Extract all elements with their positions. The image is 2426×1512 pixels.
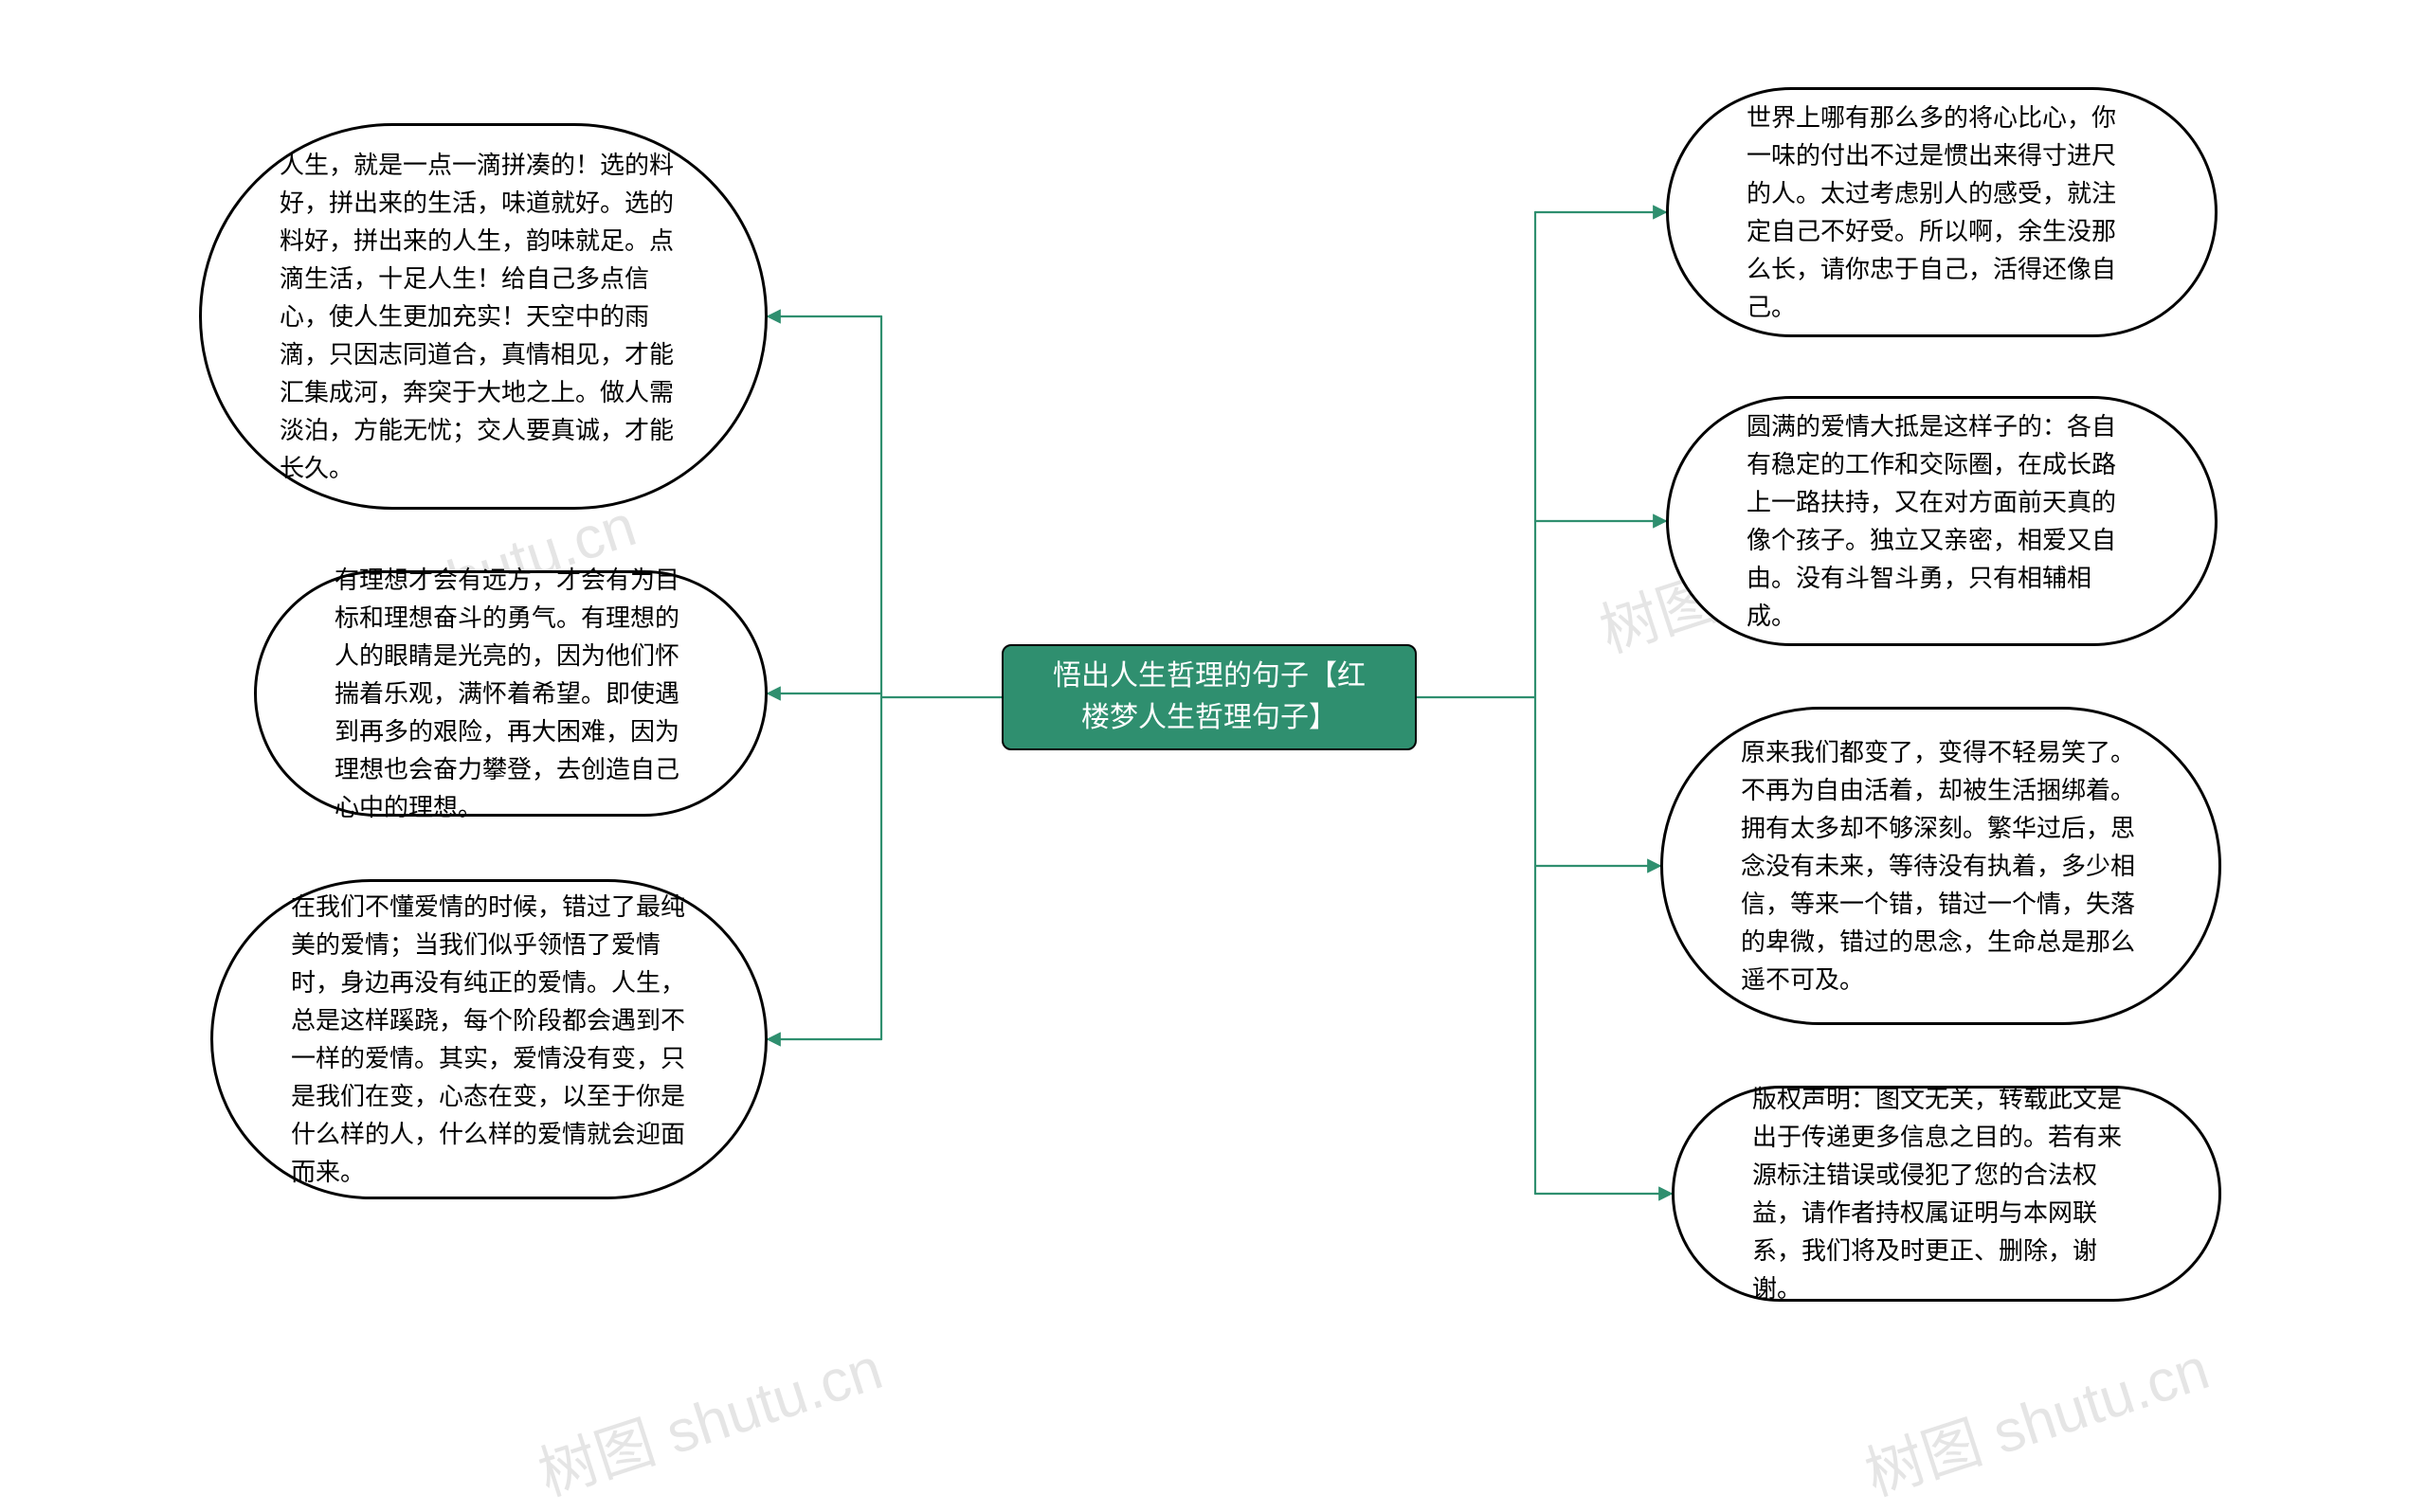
watermark: 树图 shutu.cn [1853, 1321, 2218, 1512]
leaf-text: 在我们不懂爱情的时候，错过了最纯美的爱情；当我们似乎领悟了爱情时，身边再没有纯正… [291, 888, 687, 1191]
leaf-node: 版权声明：图文无关，转载此文是出于传递更多信息之目的。若有来源标注错误或侵犯了您… [1672, 1086, 2221, 1302]
leaf-node: 人生，就是一点一滴拼凑的！选的料好，拼出来的生活，味道就好。选的料好，拼出来的人… [199, 123, 768, 510]
watermark: 树图 shutu.cn [526, 1321, 891, 1512]
leaf-text: 人生，就是一点一滴拼凑的！选的料好，拼出来的生活，味道就好。选的料好，拼出来的人… [280, 146, 687, 487]
leaf-text: 世界上哪有那么多的将心比心，你一味的付出不过是惯出来得寸进尺的人。太过考虑别人的… [1747, 99, 2137, 326]
leaf-node: 原来我们都变了，变得不轻易笑了。不再为自由活着，却被生活捆绑着。拥有太多却不够深… [1660, 707, 2221, 1025]
leaf-text: 有理想才会有远方，才会有为目标和理想奋斗的勇气。有理想的人的眼睛是光亮的，因为他… [335, 561, 687, 826]
leaf-node: 在我们不懂爱情的时候，错过了最纯美的爱情；当我们似乎领悟了爱情时，身边再没有纯正… [210, 879, 768, 1199]
center-topic-text: 悟出人生哲理的句子【红 楼梦人生哲理句子】 [1053, 656, 1366, 739]
leaf-node: 世界上哪有那么多的将心比心，你一味的付出不过是惯出来得寸进尺的人。太过考虑别人的… [1666, 87, 2218, 337]
center-topic-node: 悟出人生哲理的句子【红 楼梦人生哲理句子】 [1002, 644, 1417, 750]
leaf-text: 版权声明：图文无关，转载此文是出于传递更多信息之目的。若有来源标注错误或侵犯了您… [1752, 1080, 2141, 1307]
leaf-node: 有理想才会有远方，才会有为目标和理想奋斗的勇气。有理想的人的眼睛是光亮的，因为他… [254, 570, 768, 817]
leaf-text: 圆满的爱情大抵是这样子的：各自有稳定的工作和交际圈，在成长路上一路扶持，又在对方… [1747, 407, 2137, 635]
leaf-text: 原来我们都变了，变得不轻易笑了。不再为自由活着，却被生活捆绑着。拥有太多却不够深… [1741, 733, 2141, 999]
mindmap-canvas: 树图 shutu.cn 树图 shutu.cn 树图 shutu.cn 树图 s… [0, 0, 2426, 1417]
leaf-node: 圆满的爱情大抵是这样子的：各自有稳定的工作和交际圈，在成长路上一路扶持，又在对方… [1666, 396, 2218, 646]
